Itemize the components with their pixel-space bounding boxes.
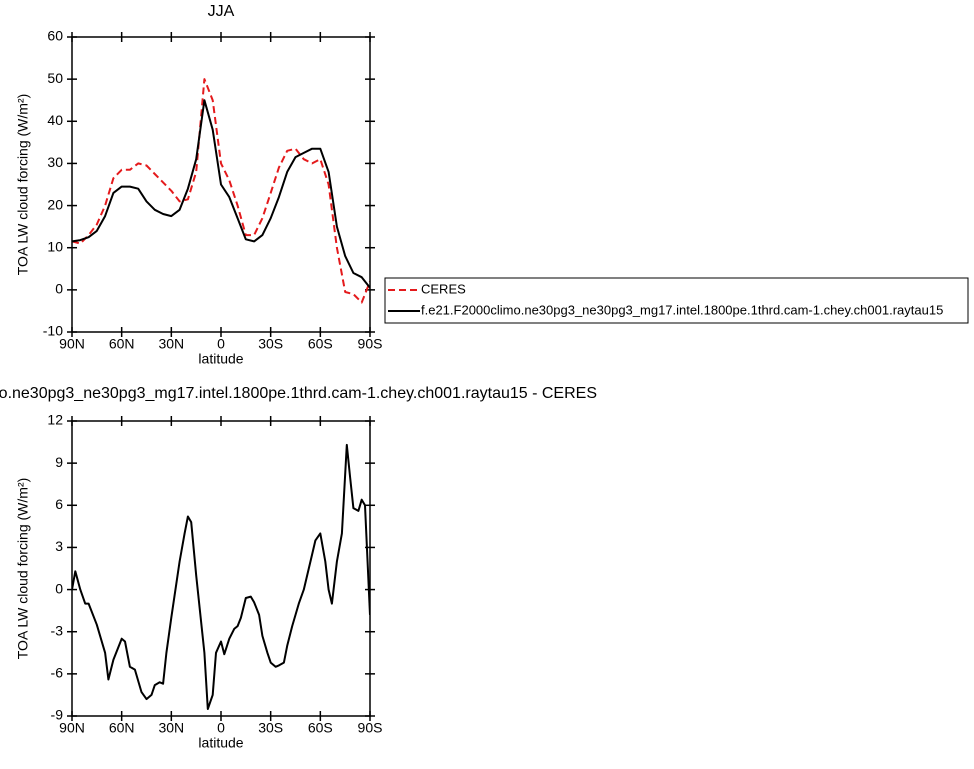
x-tick-label: 30N bbox=[158, 720, 184, 736]
y-tick-label: 10 bbox=[47, 238, 63, 254]
plot: JJA latitude TOA LW cloud forcing (W/m²) -1… bbox=[15, 3, 383, 366]
x-axis-label: latitude bbox=[198, 735, 243, 751]
y-tick-label: 9 bbox=[55, 454, 63, 470]
x-tick-label: 60S bbox=[308, 720, 333, 736]
x-tick-label: 90S bbox=[358, 720, 383, 736]
x-tick-label: 90N bbox=[59, 336, 85, 352]
data-line bbox=[72, 443, 370, 710]
x-tick-label: 60N bbox=[109, 336, 135, 352]
x-tick-label: 0 bbox=[217, 720, 225, 736]
x-tick-label: 90S bbox=[358, 336, 383, 352]
x-tick-label: 60S bbox=[308, 336, 333, 352]
data-line bbox=[72, 78, 370, 304]
data-line bbox=[72, 99, 370, 289]
chart-title: f.e21.F2000climo.ne30pg3_ne30pg3_mg17.in… bbox=[0, 385, 597, 402]
y-tick-label: 50 bbox=[47, 70, 63, 86]
legend-box bbox=[384, 277, 969, 324]
legend-label: CERES bbox=[421, 281, 466, 296]
y-tick-label: 30 bbox=[47, 154, 63, 170]
y-tick-label: -3 bbox=[51, 622, 64, 638]
y-tick-label: -9 bbox=[51, 707, 64, 723]
y-axis-label: TOA LW cloud forcing (W/m²) bbox=[15, 478, 31, 660]
y-tick-label: 0 bbox=[55, 281, 63, 297]
chart-title: JJA bbox=[208, 3, 235, 20]
y-tick-label: 12 bbox=[47, 412, 63, 428]
legend-label: f.e21.F2000climo.ne30pg3_ne30pg3_mg17.in… bbox=[421, 302, 943, 317]
plot-frame bbox=[71, 420, 371, 717]
y-tick-label: 20 bbox=[47, 196, 63, 212]
y-tick-label: 6 bbox=[55, 496, 63, 512]
x-tick-label: 0 bbox=[217, 336, 225, 352]
x-axis-label: latitude bbox=[198, 351, 243, 367]
y-axis-label: TOA LW cloud forcing (W/m²) bbox=[15, 94, 31, 276]
y-tick-label: 3 bbox=[55, 538, 63, 554]
y-tick-label: -10 bbox=[43, 323, 63, 339]
legend: CERES f.e21.F2000climo.ne30pg3_ne30pg3_mg… bbox=[384, 277, 969, 324]
y-tick-label: 0 bbox=[55, 580, 63, 596]
plot: f.e21.F2000climo.ne30pg3_ne30pg3_mg17.in… bbox=[0, 385, 597, 750]
y-tick-label: -6 bbox=[51, 665, 64, 681]
x-tick-label: 30S bbox=[258, 720, 283, 736]
x-tick-label: 30S bbox=[258, 336, 283, 352]
y-tick-label: 60 bbox=[47, 28, 63, 44]
y-tick-label: 40 bbox=[47, 112, 63, 128]
plot-frame bbox=[71, 36, 371, 333]
x-tick-label: 60N bbox=[109, 720, 135, 736]
x-tick-label: 30N bbox=[158, 336, 184, 352]
x-tick-label: 90N bbox=[59, 720, 85, 736]
